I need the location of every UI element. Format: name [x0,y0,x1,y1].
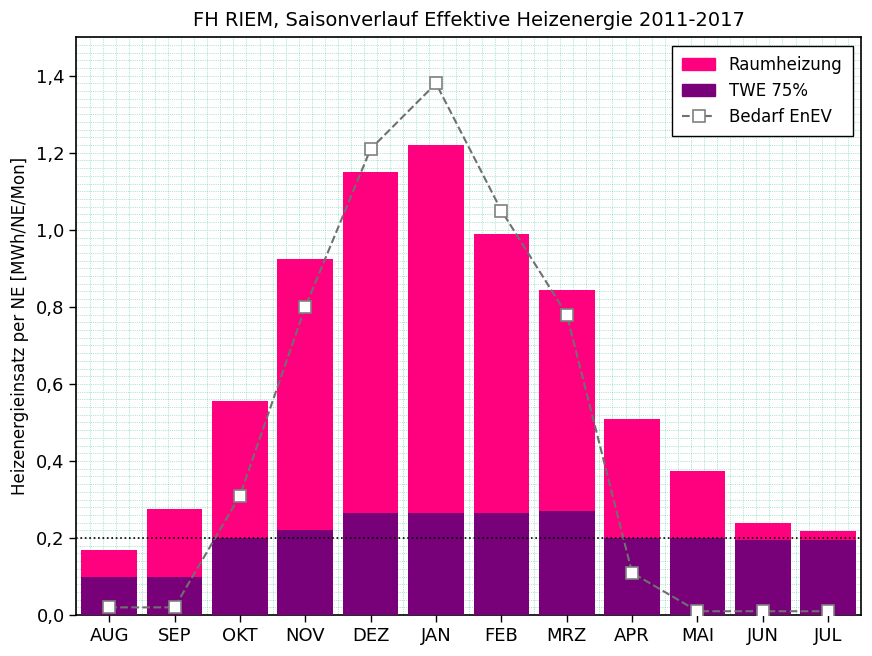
Bar [670,470,726,538]
Bar [800,540,856,615]
Bar [343,172,399,513]
Bar [212,538,268,615]
Bar [146,577,202,615]
Bar [473,234,529,513]
Y-axis label: Heizenergieinsatz per NE [MWh/NE/Mon]: Heizenergieinsatz per NE [MWh/NE/Mon] [11,157,29,495]
Bar [604,419,660,538]
Bar [539,289,595,511]
Bar [277,530,333,615]
Bar [604,538,660,615]
Bar [81,550,137,577]
Bar [539,511,595,615]
Legend: Raumheizung, TWE 75%, Bedarf EnEV: Raumheizung, TWE 75%, Bedarf EnEV [672,45,853,136]
Bar [735,523,791,540]
Bar [800,531,856,540]
Bar [473,513,529,615]
Bar [670,538,726,615]
Bar [343,513,399,615]
Bar [212,401,268,538]
Bar [277,258,333,530]
Bar [408,513,464,615]
Bar [735,540,791,615]
Bar [146,509,202,577]
Bar [408,145,464,513]
Title: FH RIEM, Saisonverlauf Effektive Heizenergie 2011-2017: FH RIEM, Saisonverlauf Effektive Heizene… [193,11,745,30]
Bar [81,577,137,615]
